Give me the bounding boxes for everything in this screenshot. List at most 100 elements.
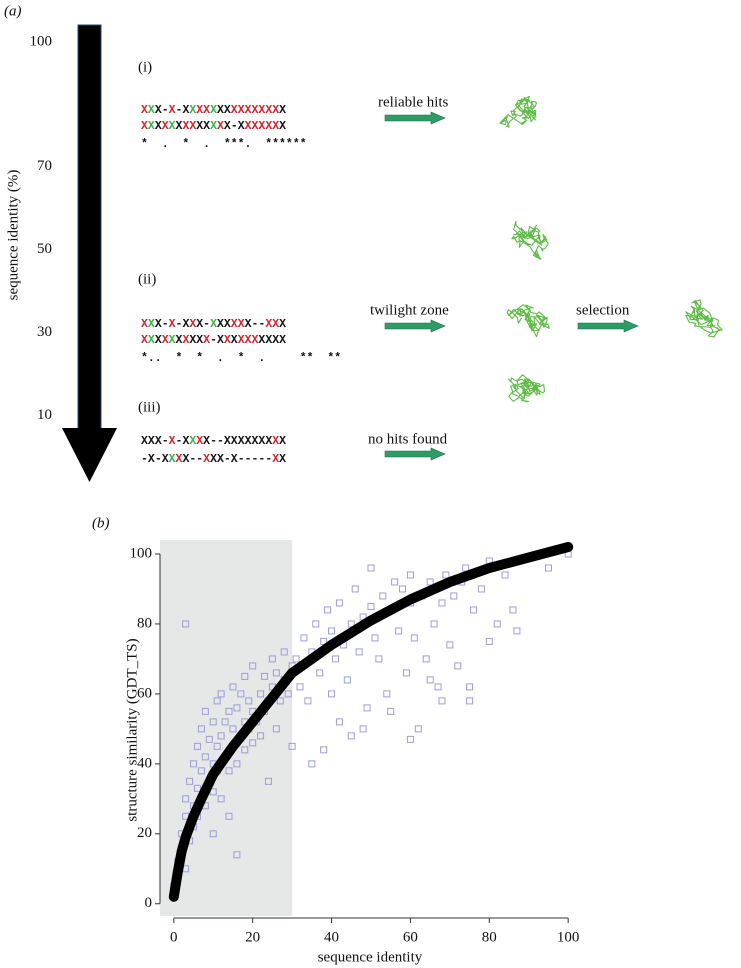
data-point	[347, 732, 355, 740]
data-point	[217, 690, 225, 698]
residue: X	[155, 318, 162, 331]
data-point	[395, 627, 403, 635]
data-point	[430, 620, 438, 628]
identity-tick-label: 70	[37, 158, 52, 174]
y-tick-label: 0	[145, 895, 153, 911]
data-point	[410, 634, 418, 642]
data-point	[272, 669, 280, 677]
data-point	[257, 732, 265, 740]
residue: X	[217, 120, 224, 133]
x-tick-label: 40	[324, 929, 339, 945]
residue: X	[258, 435, 265, 448]
alignment-sequence: XXXXXXXXXX-XXXXXXXXXX	[141, 334, 286, 347]
data-point	[284, 690, 292, 698]
x-tick-label: 60	[403, 929, 418, 945]
residue: X	[196, 334, 203, 347]
data-point	[438, 697, 446, 705]
residue: X	[169, 120, 176, 133]
data-point	[304, 697, 312, 705]
residue: -	[162, 435, 169, 448]
residue: X	[252, 334, 259, 347]
residue: -	[245, 453, 252, 466]
residue: X	[231, 453, 238, 466]
data-point	[335, 718, 343, 726]
data-point	[201, 707, 209, 715]
residue: X	[245, 318, 252, 331]
residue: X	[196, 435, 203, 448]
residue: X	[155, 435, 162, 448]
green-arrow	[384, 319, 446, 333]
residue: -	[162, 104, 169, 117]
residue: X	[224, 435, 231, 448]
data-point	[367, 602, 375, 610]
residue: -	[176, 104, 183, 117]
alignment-sequence: XXX-X-XXXXXXXXXXXXXXX	[141, 104, 286, 117]
residue: X	[182, 104, 189, 117]
residue: X	[272, 334, 279, 347]
conservation-marks: *.. * * . * . ** **	[141, 352, 341, 365]
data-point	[233, 704, 241, 712]
alignment-sequence: XXXXXXXXXXXXX-XXXXXXX	[141, 120, 286, 133]
data-point	[402, 669, 410, 677]
data-point	[351, 585, 359, 593]
residue: X	[210, 104, 217, 117]
residue: -	[252, 318, 259, 331]
residue: X	[148, 453, 155, 466]
data-point	[308, 760, 316, 768]
data-point	[288, 742, 296, 750]
data-point	[477, 585, 485, 593]
green-arrow	[384, 447, 446, 461]
data-point	[320, 746, 328, 754]
residue: X	[141, 334, 148, 347]
data-point	[225, 767, 233, 775]
data-point	[438, 599, 446, 607]
data-point	[264, 777, 272, 785]
residue: X	[238, 334, 245, 347]
data-point	[414, 725, 422, 733]
residue: -	[176, 435, 183, 448]
data-point	[300, 634, 308, 642]
residue: X	[279, 435, 286, 448]
residue: X	[189, 104, 196, 117]
data-point	[209, 718, 217, 726]
residue: X	[203, 453, 210, 466]
identity-tick-label: 30	[37, 324, 52, 340]
data-point	[268, 655, 276, 663]
data-point	[249, 662, 257, 670]
protein-structure	[511, 220, 549, 260]
data-point	[466, 697, 474, 705]
data-point	[462, 564, 470, 572]
data-point	[217, 795, 225, 803]
conservation-marks: * . * . ***. ******	[141, 138, 307, 151]
data-point	[434, 683, 442, 691]
panel-label: (b)	[92, 515, 110, 531]
residue: -	[203, 318, 210, 331]
residue: X	[176, 120, 183, 133]
data-point	[466, 683, 474, 691]
residue: X	[203, 334, 210, 347]
row-label: (iii)	[138, 399, 161, 415]
residue: X	[210, 318, 217, 331]
data-point	[197, 725, 205, 733]
residue: X	[169, 334, 176, 347]
residue: X	[196, 120, 203, 133]
fit-curve	[168, 542, 574, 902]
data-point	[426, 578, 434, 586]
data-point	[193, 784, 201, 792]
residue: X	[224, 334, 231, 347]
residue: X	[279, 104, 286, 117]
data-point	[406, 735, 414, 743]
data-point	[387, 707, 395, 715]
data-point	[233, 851, 241, 859]
data-point	[201, 753, 209, 761]
x-axis-title: sequence identity	[318, 949, 423, 965]
data-point	[363, 704, 371, 712]
identity-tick-label: 100	[30, 33, 53, 49]
residue: -	[155, 453, 162, 466]
residue: X	[141, 120, 148, 133]
residue: X	[272, 104, 279, 117]
residue: X	[231, 104, 238, 117]
data-point	[197, 767, 205, 775]
residue: X	[265, 104, 272, 117]
